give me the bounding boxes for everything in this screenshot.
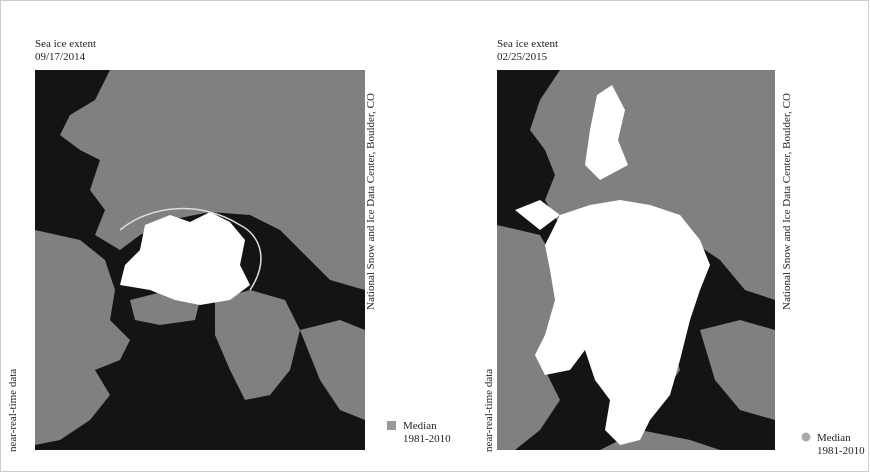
legend-period: 1981-2010 (817, 445, 865, 457)
map (35, 70, 365, 450)
legend-label: Median (817, 432, 851, 444)
legend-swatch (387, 421, 396, 430)
panel-date: 02/25/2015 (497, 51, 548, 63)
side-label: near-real-time data (483, 369, 495, 452)
panel-title: Sea ice extent (35, 38, 96, 50)
panel-date: 09/17/2014 (35, 51, 86, 63)
panel-title: Sea ice extent (497, 38, 558, 50)
credit: National Snow and Ice Data Center, Bould… (781, 93, 793, 310)
credit: National Snow and Ice Data Center, Bould… (365, 93, 377, 310)
map (497, 70, 775, 450)
legend-swatch (802, 433, 811, 442)
legend-period: 1981-2010 (403, 433, 451, 445)
legend-label: Median (403, 420, 437, 432)
figure: Sea ice extent 09/17/2014 National Snow … (0, 0, 870, 472)
side-label: near-real-time data (7, 369, 19, 452)
